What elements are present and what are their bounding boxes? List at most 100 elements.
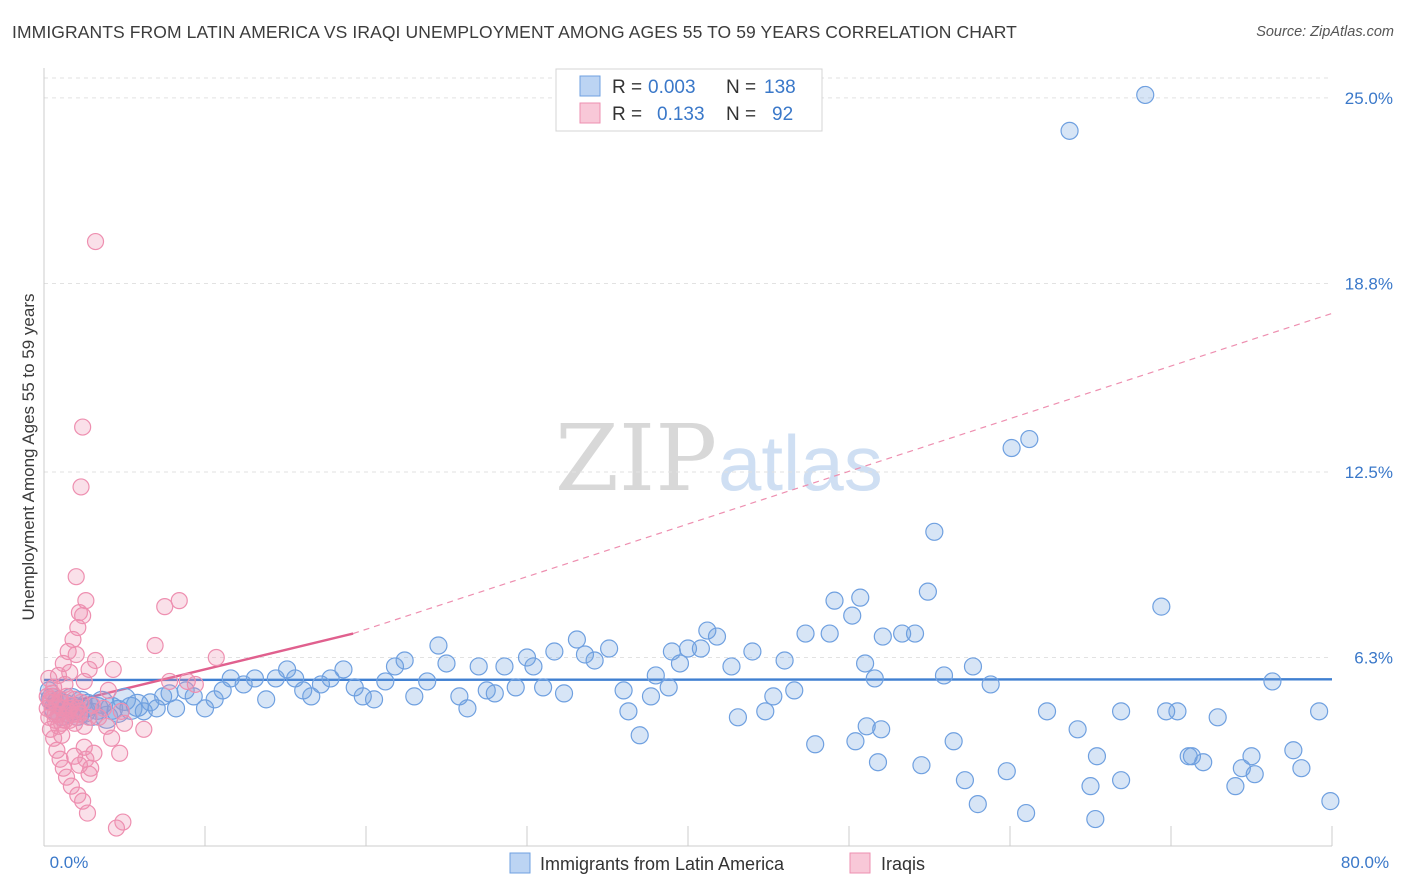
latin-america-point-46 <box>353 687 372 706</box>
iraqis-point-26 <box>54 759 72 777</box>
latin-america-point-105 <box>912 756 931 775</box>
latin-america-point-140 <box>1321 792 1340 811</box>
iraqis-point-69 <box>107 819 126 837</box>
latin-america-point-107 <box>925 522 944 541</box>
iraqis-point-64 <box>170 592 188 610</box>
legend-r-value-2: 0.133 <box>657 104 705 125</box>
iraqis-point-41 <box>80 765 98 783</box>
y-tick-label-1: 12.5% <box>1345 463 1393 482</box>
latin-america-point-97 <box>872 720 891 739</box>
trend-latin-america <box>43 678 1333 682</box>
latin-america-point-94 <box>843 606 862 625</box>
latin-america-point-47 <box>364 690 384 709</box>
latin-america-point-100 <box>855 654 875 673</box>
iraqis-point-45 <box>78 804 97 822</box>
latin-america-point-113 <box>981 675 1000 694</box>
latin-america-point-42 <box>311 675 331 694</box>
iraqis-point-51 <box>99 681 118 700</box>
trend-iraqis-extension <box>352 312 1333 635</box>
legend-n-label-2: N = <box>726 104 756 125</box>
latin-america-point-48 <box>376 672 395 691</box>
latin-america-point-137 <box>1284 741 1303 760</box>
iraqis-point-63 <box>156 598 174 616</box>
latin-america-point-109 <box>944 732 963 751</box>
latin-america-point-135 <box>1245 765 1264 784</box>
latin-america-point-68 <box>575 645 595 664</box>
bottom-legend-label-iraqis: Iraqis <box>881 854 925 874</box>
iraqis-point-55 <box>67 568 85 586</box>
latin-america-point-102 <box>868 753 888 772</box>
latin-america-point-114 <box>997 762 1016 781</box>
latin-america-point-118 <box>1037 702 1057 721</box>
chart-title: IMMIGRANTS FROM LATIN AMERICA VS IRAQI U… <box>12 22 1017 42</box>
iraqis-point-61 <box>135 720 153 738</box>
latin-america-point-125 <box>1111 771 1131 790</box>
watermark: ZIP atlas <box>555 405 883 512</box>
latin-america-point-54 <box>437 654 456 673</box>
x-tick-label-min: 0.0% <box>50 853 89 872</box>
latin-america-point-35 <box>245 669 265 688</box>
latin-america-point-115 <box>1002 438 1021 458</box>
latin-america-point-65 <box>545 642 564 661</box>
latin-america-point-74 <box>641 687 661 706</box>
latin-america-point-79 <box>678 639 698 658</box>
latin-america-point-119 <box>1060 121 1079 140</box>
bottom-legend-swatch-iraqis <box>849 852 871 874</box>
latin-america-point-93 <box>825 591 844 610</box>
latin-america-point-142 <box>1136 85 1155 105</box>
latin-america-point-111 <box>968 795 987 814</box>
iraqis-point-77 <box>53 726 71 744</box>
iraqis-point-52 <box>104 660 122 679</box>
y-tick-labels: 6.3% 12.5% 18.8% 25.0% <box>1345 89 1393 668</box>
iraqis-point-87 <box>65 714 84 732</box>
legend-swatch-iraqis <box>579 102 601 124</box>
latin-america-point-51 <box>405 687 424 706</box>
watermark-zip: ZIP <box>555 405 717 512</box>
iraqis-point-79 <box>61 663 79 682</box>
latin-america-point-123 <box>1087 747 1107 766</box>
iraqis-point-60 <box>115 714 134 732</box>
data-points <box>38 85 1340 837</box>
legend-r-label-2: R = <box>612 104 642 125</box>
latin-america-point-77 <box>659 678 678 697</box>
iraqis-point-80 <box>67 645 85 664</box>
latin-america-point-64 <box>533 678 553 697</box>
x-ticks <box>43 826 1333 846</box>
iraqis-point-56 <box>72 478 90 496</box>
latin-america-point-72 <box>619 702 638 721</box>
iraqis-point-40 <box>75 738 93 756</box>
trend-iraqis <box>43 632 354 710</box>
latin-america-point-36 <box>257 690 276 709</box>
latin-america-point-130 <box>1194 753 1213 772</box>
latin-america-point-103 <box>893 624 912 643</box>
latin-america-point-88 <box>775 651 794 670</box>
latin-america-point-81 <box>698 621 717 640</box>
latin-america-point-67 <box>567 630 587 649</box>
iraqis-point-25 <box>51 750 69 768</box>
legend-r-value-1: 0.003 <box>648 77 696 98</box>
gridlines <box>44 77 1332 658</box>
iraqis-point-91 <box>83 696 101 714</box>
iraqis-point-57 <box>74 418 92 436</box>
latin-america-point-120 <box>1068 720 1087 739</box>
latin-america-point-70 <box>600 639 619 658</box>
latin-america-point-83 <box>722 657 741 676</box>
latin-america-point-117 <box>1016 803 1036 823</box>
latin-america-point-80 <box>691 639 710 658</box>
latin-america-point-43 <box>321 669 340 688</box>
latin-america-point-82 <box>707 627 727 646</box>
latin-america-point-108 <box>934 666 954 685</box>
latin-america-point-112 <box>963 657 983 676</box>
legend-n-value-2: 92 <box>772 104 793 125</box>
iraqis-point-68 <box>207 648 225 667</box>
latin-america-point-50 <box>395 651 414 670</box>
y-axis-label: Unemployment Among Ages 55 to 59 years <box>19 294 38 621</box>
iraqis-point-42 <box>62 777 80 795</box>
latin-america-point-75 <box>646 666 665 685</box>
y-tick-label-0: 6.3% <box>1354 648 1393 667</box>
latin-america-point-96 <box>857 717 876 736</box>
trend-lines <box>43 312 1333 710</box>
latin-america-point-87 <box>764 687 783 706</box>
latin-america-point-78 <box>670 654 690 673</box>
x-tick-label-max: 80.0% <box>1341 853 1389 872</box>
